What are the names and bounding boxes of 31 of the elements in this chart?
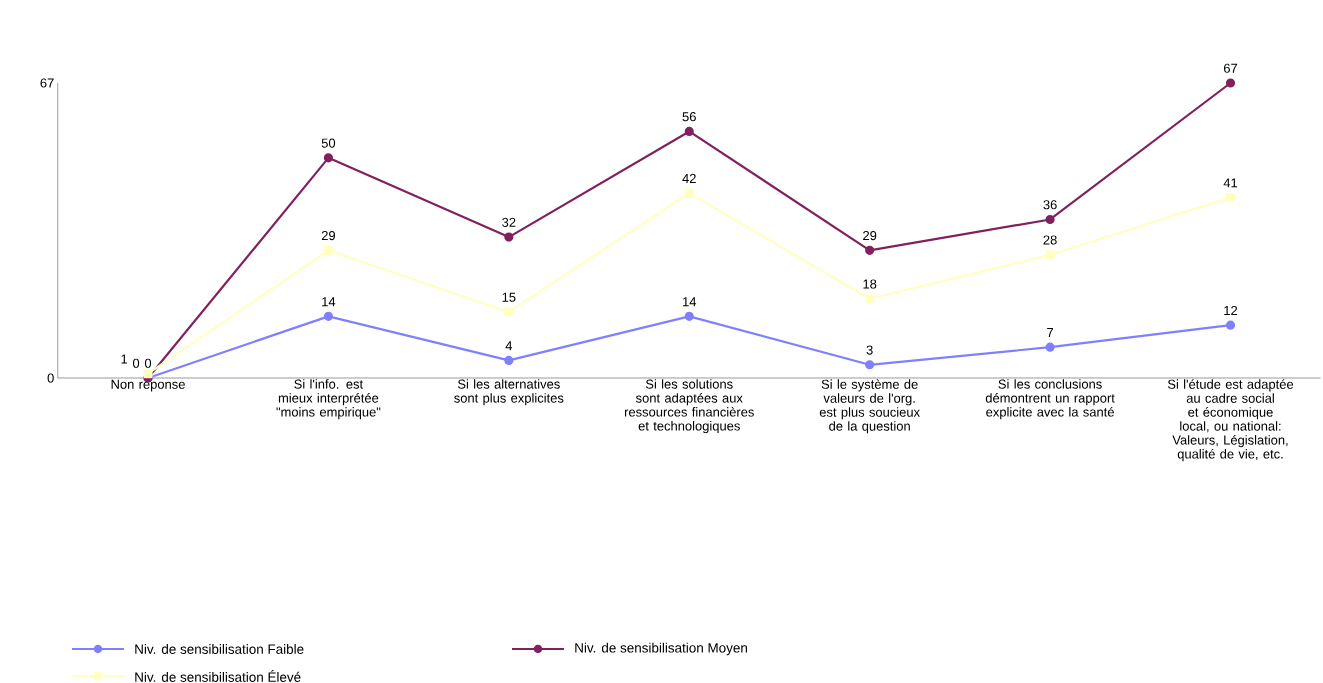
- data-label: 4: [505, 341, 513, 351]
- x-tick-label: Si les solutions sont adaptées aux ressources financières et technologiques: [624, 379, 754, 434]
- data-label: 3: [866, 345, 873, 355]
- data-label: 29: [321, 230, 336, 241]
- data-label: 12: [1224, 305, 1238, 315]
- data-label: 18: [863, 279, 877, 289]
- data-label: 0: [144, 358, 152, 368]
- data-label: 14: [683, 297, 697, 307]
- data-label: 67: [1223, 63, 1238, 73]
- legend-label: Niv. de sensibilisation Moyen: [575, 642, 747, 656]
- data-label: 15: [502, 292, 516, 302]
- x-tick-label: Si le système de valeurs de l'org. est plus soucieux de la question: [819, 379, 920, 434]
- data-label: 29: [863, 230, 877, 241]
- legend-label: Niv. de sensibilisation Faible: [135, 644, 304, 654]
- data-label: 36: [1043, 200, 1057, 210]
- x-tick-label: Si l'info. est mieux interprétée "moins empirique": [276, 379, 381, 420]
- data-label: 1: [121, 354, 128, 364]
- x-tick-label: Si les alternatives sont plus explicites: [454, 379, 564, 406]
- x-tick-label: Si l'étude est adaptée au cadre social et économique local, ou national: Valeurs, Législation, qualité de vie, etc.: [1167, 379, 1294, 462]
- x-tick-label: Si les conclusions démontrent un rapport explicite avec la santé: [985, 379, 1115, 420]
- data-label: 14: [322, 297, 336, 307]
- data-label: 28: [1043, 235, 1057, 245]
- data-label: 32: [502, 217, 516, 227]
- data-label: 41: [1223, 178, 1238, 188]
- x-tick-label: Non réponse: [111, 379, 185, 392]
- data-label: 0: [132, 358, 140, 368]
- data-label: 50: [321, 138, 336, 148]
- data-label: 42: [682, 173, 696, 183]
- data-label: 56: [682, 112, 696, 122]
- data-label: 7: [1047, 328, 1054, 338]
- legend-label: Niv. de sensibilisation Élevé: [135, 670, 301, 682]
